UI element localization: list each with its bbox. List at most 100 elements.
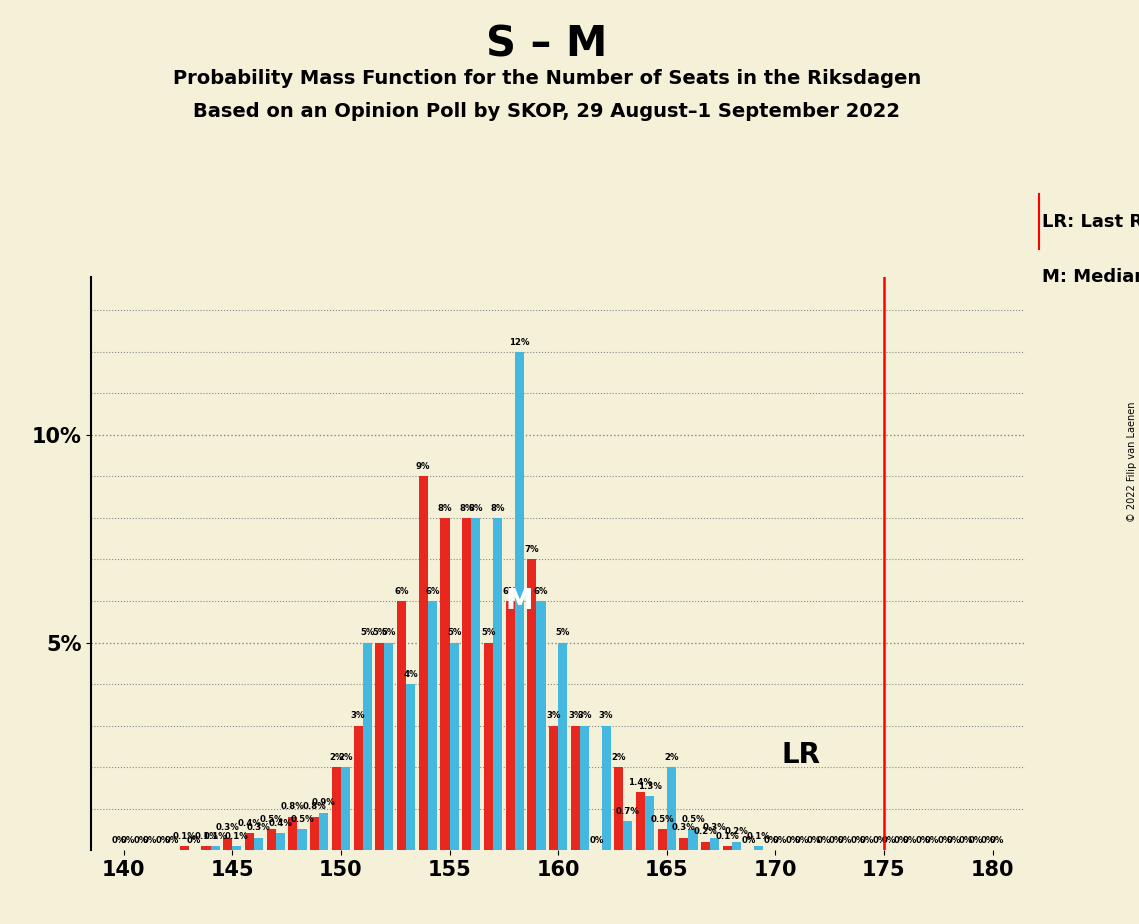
Text: 0%: 0% [872, 835, 886, 845]
Text: 5%: 5% [360, 628, 375, 638]
Text: 0.4%: 0.4% [238, 819, 261, 828]
Bar [679, 838, 688, 850]
Text: 3%: 3% [568, 711, 582, 720]
Text: 0.1%: 0.1% [226, 832, 248, 841]
Bar [202, 846, 211, 850]
Text: 1.3%: 1.3% [638, 782, 662, 791]
Bar [310, 817, 319, 850]
Bar [276, 833, 285, 850]
Bar [657, 830, 666, 850]
Text: 0.7%: 0.7% [616, 807, 640, 816]
Text: 5%: 5% [446, 628, 461, 638]
Text: 8%: 8% [437, 504, 452, 513]
Text: 0.1%: 0.1% [203, 832, 227, 841]
Bar [666, 767, 675, 850]
Text: 0%: 0% [741, 835, 756, 845]
Bar [700, 842, 710, 850]
Text: 0%: 0% [851, 835, 865, 845]
Text: Based on an Opinion Poll by SKOP, 29 August–1 September 2022: Based on an Opinion Poll by SKOP, 29 Aug… [194, 102, 900, 121]
Text: 0.2%: 0.2% [724, 827, 748, 836]
Bar [484, 642, 493, 850]
Text: 0%: 0% [860, 835, 874, 845]
Text: 6%: 6% [394, 587, 409, 596]
Bar [407, 684, 416, 850]
Text: S – M: S – M [486, 23, 607, 65]
Text: 0.8%: 0.8% [281, 802, 305, 811]
Text: 2%: 2% [329, 753, 344, 761]
Text: 0.5%: 0.5% [650, 815, 674, 824]
Text: Probability Mass Function for the Number of Seats in the Riksdagen: Probability Mass Function for the Number… [173, 69, 920, 89]
Text: 3%: 3% [351, 711, 366, 720]
Text: M: M [506, 587, 533, 615]
Text: 0%: 0% [937, 835, 952, 845]
Bar [245, 833, 254, 850]
Text: 8%: 8% [468, 504, 483, 513]
Text: 0%: 0% [829, 835, 843, 845]
Text: 0%: 0% [164, 835, 179, 845]
Bar [636, 792, 645, 850]
Text: 2%: 2% [664, 753, 679, 761]
Text: 0.1%: 0.1% [172, 832, 196, 841]
Bar [211, 846, 220, 850]
Text: M: Median: M: Median [1042, 268, 1139, 286]
Text: 0%: 0% [794, 835, 809, 845]
Bar [472, 518, 481, 850]
Bar [319, 813, 328, 850]
Bar [515, 352, 524, 850]
Bar [549, 725, 558, 850]
Text: 0%: 0% [916, 835, 929, 845]
Text: 0.8%: 0.8% [303, 802, 327, 811]
Bar [754, 846, 763, 850]
Text: 3%: 3% [547, 711, 560, 720]
Bar [331, 767, 341, 850]
Bar [232, 846, 241, 850]
Text: 0%: 0% [142, 835, 157, 845]
Text: 0%: 0% [968, 835, 983, 845]
Text: 0%: 0% [894, 835, 908, 845]
Text: 5%: 5% [382, 628, 396, 638]
Text: 0%: 0% [772, 835, 787, 845]
Text: 5%: 5% [556, 628, 570, 638]
Text: LR: LR [781, 741, 821, 769]
Text: 0%: 0% [959, 835, 974, 845]
Text: 1.4%: 1.4% [629, 778, 653, 786]
Bar [462, 518, 472, 850]
Text: 0%: 0% [155, 835, 170, 845]
Text: 6%: 6% [425, 587, 440, 596]
Text: 0%: 0% [112, 835, 126, 845]
Bar [571, 725, 580, 850]
Text: 5%: 5% [372, 628, 387, 638]
Text: 0.1%: 0.1% [715, 832, 739, 841]
Text: 0%: 0% [121, 835, 136, 845]
Bar [688, 830, 697, 850]
Bar [527, 560, 536, 850]
Text: 0%: 0% [763, 835, 778, 845]
Bar [645, 796, 654, 850]
Text: 0%: 0% [925, 835, 940, 845]
Bar [297, 830, 306, 850]
Text: 0.1%: 0.1% [746, 832, 770, 841]
Text: 2%: 2% [338, 753, 353, 761]
Bar [710, 838, 719, 850]
Text: 4%: 4% [403, 670, 418, 678]
Bar [223, 838, 232, 850]
Bar [353, 725, 362, 850]
Bar [341, 767, 350, 850]
Text: 0.2%: 0.2% [694, 827, 718, 836]
Text: 7%: 7% [525, 545, 539, 554]
Bar [288, 817, 297, 850]
Bar [506, 601, 515, 850]
Bar [723, 846, 732, 850]
Bar [536, 601, 546, 850]
Text: 0%: 0% [808, 835, 821, 845]
Text: © 2022 Filip van Laenen: © 2022 Filip van Laenen [1126, 402, 1137, 522]
Bar [732, 842, 741, 850]
Bar [384, 642, 393, 850]
Text: 0%: 0% [187, 835, 200, 845]
Bar [428, 601, 437, 850]
Bar [614, 767, 623, 850]
Text: 0.3%: 0.3% [703, 823, 727, 833]
Text: 2%: 2% [612, 753, 626, 761]
Bar [362, 642, 371, 850]
Text: 9%: 9% [416, 462, 431, 471]
